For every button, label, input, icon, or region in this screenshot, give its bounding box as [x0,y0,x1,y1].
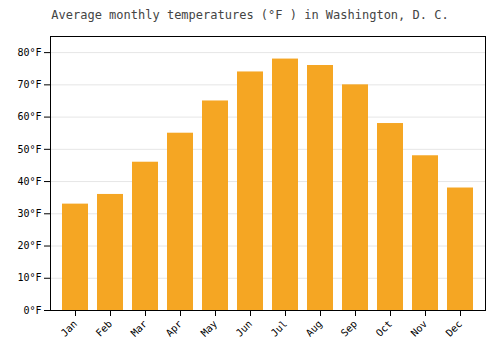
svg-text:Jan: Jan [59,318,80,339]
svg-text:May: May [199,318,220,339]
svg-text:Nov: Nov [409,318,430,339]
svg-text:Oct: Oct [374,318,395,339]
svg-text:Apr: Apr [164,318,185,339]
svg-text:Mar: Mar [129,318,150,339]
svg-text:50°F: 50°F [17,144,41,155]
svg-text:Dec: Dec [444,318,465,339]
svg-text:Jul: Jul [269,318,290,339]
svg-text:10°F: 10°F [17,272,41,283]
svg-text:Feb: Feb [94,318,115,339]
svg-text:Sep: Sep [339,318,360,339]
svg-text:20°F: 20°F [17,240,41,251]
svg-text:80°F: 80°F [17,47,41,58]
svg-text:Aug: Aug [304,318,325,339]
svg-text:Jun: Jun [234,318,255,339]
svg-text:30°F: 30°F [17,208,41,219]
svg-text:0°F: 0°F [23,305,41,316]
svg-text:70°F: 70°F [17,79,41,90]
svg-text:60°F: 60°F [17,111,41,122]
svg-text:40°F: 40°F [17,176,41,187]
html-text:Average monthly temperatures (: Average monthly temperatures (°F ) in Wa… [51,8,449,22]
